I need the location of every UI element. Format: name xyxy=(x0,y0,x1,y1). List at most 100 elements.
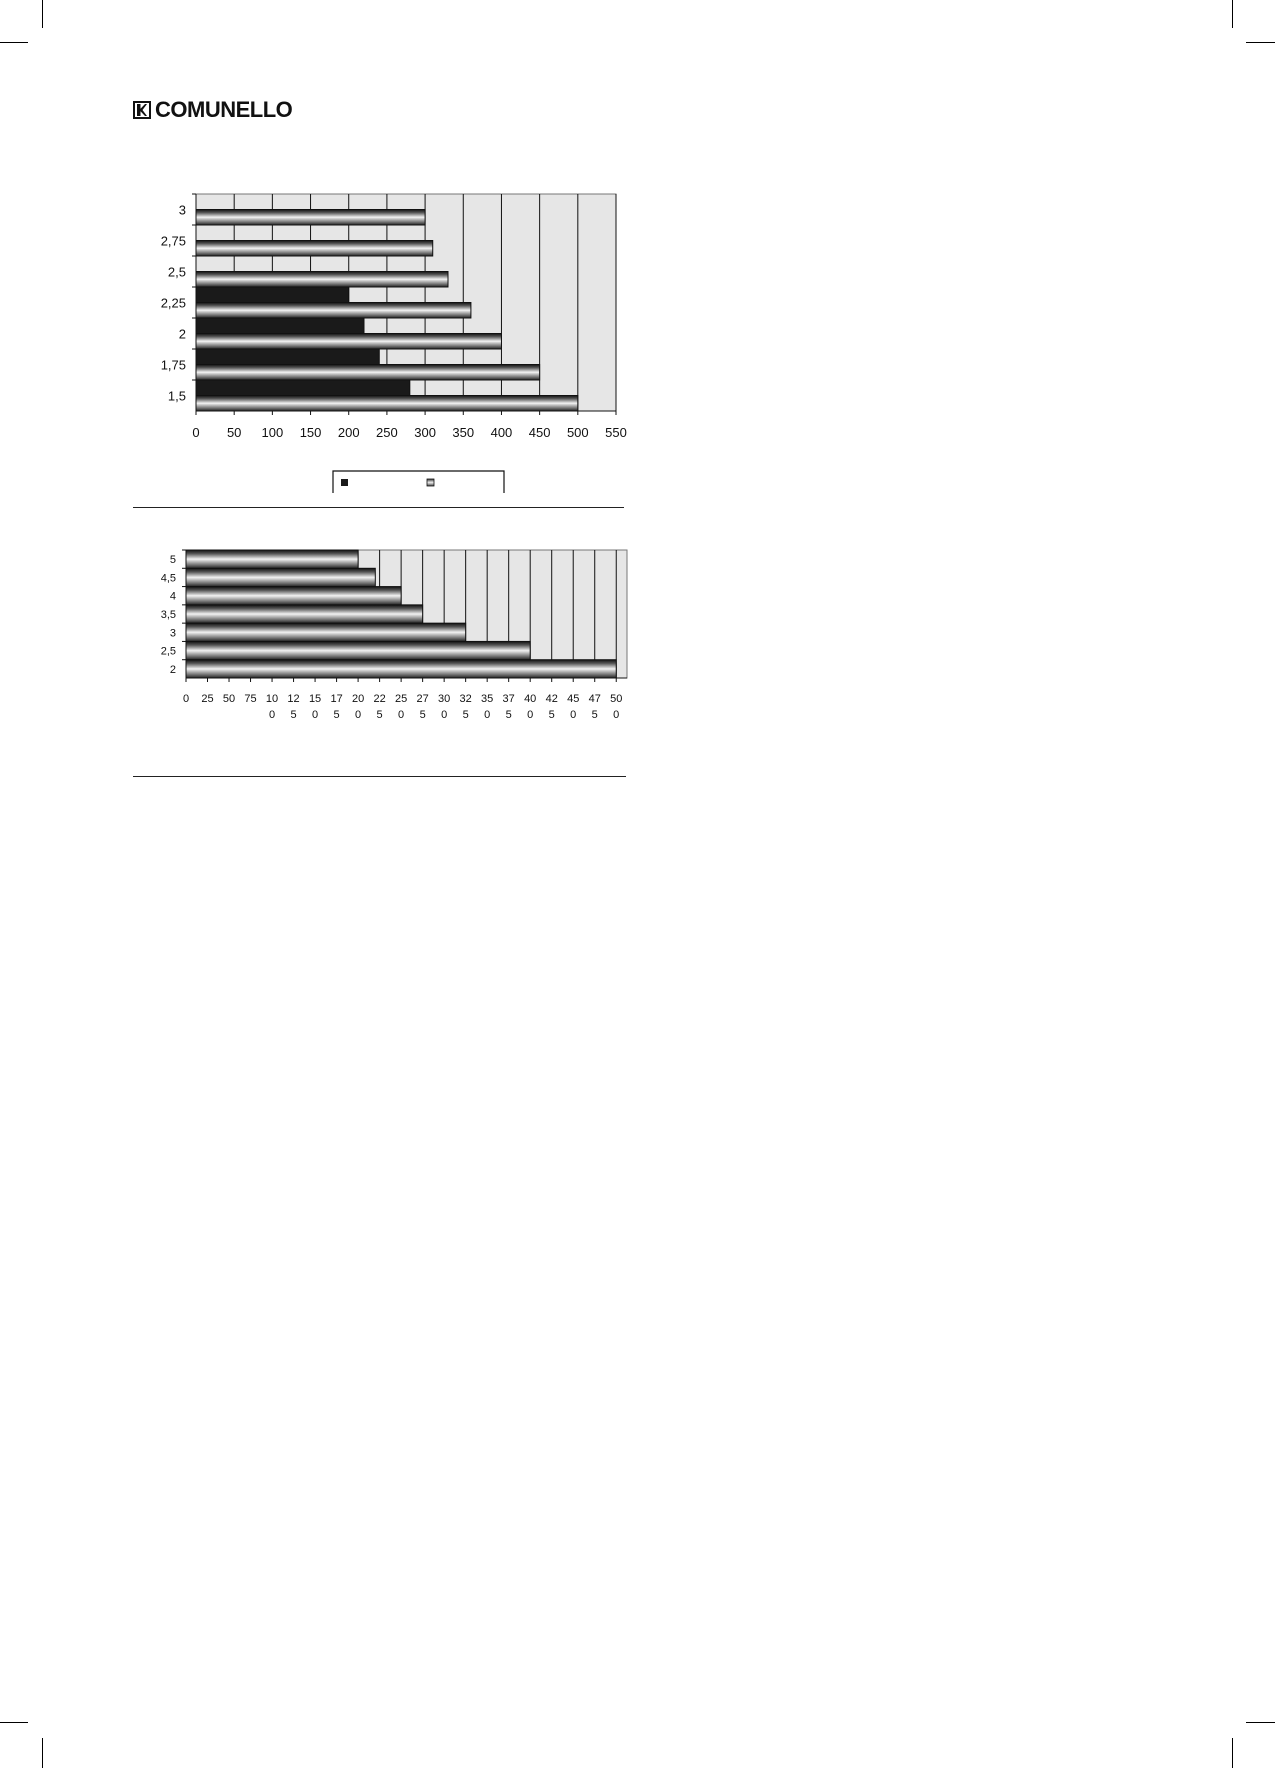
crop-mark xyxy=(1246,42,1275,43)
x-tick-label-line: 42 xyxy=(546,693,558,705)
x-tick-label-line: 40 xyxy=(524,693,536,705)
section-divider xyxy=(133,507,624,508)
bar xyxy=(195,286,350,303)
x-tick-label-line: 50 xyxy=(610,693,622,705)
charts-canvas: 0 50 100 150 200 250 300 350 400 450 500 5501,51,75… xyxy=(161,193,628,721)
bar xyxy=(195,302,472,319)
bar xyxy=(195,379,411,396)
x-tick-label: 50 xyxy=(223,693,235,705)
x-tick-label: 47 5 xyxy=(589,693,601,721)
x-tick-label: 0 xyxy=(192,425,199,440)
bar xyxy=(185,586,402,606)
logo-text: COMUNELLO xyxy=(155,97,293,122)
x-tick-label-line: 0 xyxy=(355,709,361,721)
legend-swatch-gradient xyxy=(426,478,435,487)
x-tick-label-line: 0 xyxy=(484,709,490,721)
x-tick-label-line: 10 xyxy=(266,693,278,705)
bar xyxy=(195,395,579,412)
y-tick-label: 3,5 xyxy=(161,609,176,621)
y-tick-label: 3 xyxy=(170,627,176,639)
x-tick-label-line: 5 xyxy=(463,709,469,721)
bar xyxy=(185,567,376,588)
x-tick-label-line: 30 xyxy=(438,693,450,705)
x-tick-label: 0 xyxy=(183,693,189,705)
crop-mark xyxy=(42,1738,43,1768)
bar xyxy=(185,622,467,642)
x-tick-label: 300 xyxy=(414,425,436,440)
bar xyxy=(195,364,541,381)
x-tick-label-line: 0 xyxy=(570,709,576,721)
crop-mark xyxy=(0,1722,28,1723)
crop-mark xyxy=(42,0,43,28)
x-tick-label-line: 5 xyxy=(592,709,598,721)
x-tick-label: 22 5 xyxy=(373,693,385,721)
y-tick-label: 1,75 xyxy=(161,358,186,373)
chart-2: 0 25 50 75 10 012 515 017 520 022 525 027 530 032 535 0… xyxy=(161,549,628,721)
y-tick-label: 1,5 xyxy=(168,389,186,404)
bar xyxy=(185,640,531,661)
x-tick-label-line: 5 xyxy=(377,709,383,721)
crop-mark xyxy=(1246,1722,1275,1723)
x-tick-label-line: 20 xyxy=(352,693,364,705)
bar xyxy=(195,209,426,226)
x-tick-label-line: 0 xyxy=(441,709,447,721)
x-tick-label: 550 xyxy=(605,425,627,440)
x-tick-label-line: 0 xyxy=(269,709,275,721)
crop-mark xyxy=(1232,0,1233,28)
y-tick-label: 2,25 xyxy=(161,296,186,311)
logo-mark-icon xyxy=(133,101,151,119)
section-divider xyxy=(133,776,626,777)
bar xyxy=(195,271,449,288)
y-tick-label: 4 xyxy=(170,591,176,603)
bar xyxy=(195,240,434,257)
chart-1: 0 50 100 150 200 250 300 350 400 450 500 550 1,5 1,75… xyxy=(161,193,627,440)
comunello-logo: COMUNELLO xyxy=(133,97,293,122)
chart-1-legend xyxy=(332,470,505,493)
bar xyxy=(195,348,380,365)
x-tick-label-line: 32 xyxy=(460,693,472,705)
x-tick-label-line: 0 xyxy=(398,709,404,721)
bar xyxy=(185,659,617,679)
legend-swatch-solid xyxy=(341,479,348,486)
x-tick-label: 32 5 xyxy=(460,693,472,721)
x-tick-label-line: 0 xyxy=(527,709,533,721)
x-tick-label: 350 xyxy=(452,425,474,440)
x-tick-label: 17 5 xyxy=(330,693,342,721)
x-tick-label: 200 xyxy=(338,425,360,440)
x-tick-label: 100 xyxy=(262,425,284,440)
x-tick-label-line: 12 xyxy=(287,693,299,705)
x-tick-label: 42 5 xyxy=(546,693,558,721)
x-tick-label: 25 xyxy=(201,693,213,705)
x-tick-label-line: 47 xyxy=(589,693,601,705)
x-tick-label: 400 xyxy=(491,425,513,440)
x-tick-label-line: 15 xyxy=(309,693,321,705)
y-tick-label: 4,5 xyxy=(161,572,176,584)
bar xyxy=(195,317,365,334)
bar xyxy=(195,333,502,350)
y-tick-label: 3 xyxy=(179,203,186,218)
x-tick-label-line: 45 xyxy=(567,693,579,705)
x-tick-label-line: 5 xyxy=(334,709,340,721)
crop-mark xyxy=(1232,1738,1233,1768)
y-tick-label: 5 xyxy=(170,554,176,566)
y-tick-label: 2 xyxy=(170,664,176,676)
x-tick-label-line: 37 xyxy=(503,693,515,705)
x-tick-label-line: 5 xyxy=(549,709,555,721)
x-tick-label-line: 25 xyxy=(395,693,407,705)
x-tick-label-line: 5 xyxy=(420,709,426,721)
x-tick-label: 12 5 xyxy=(287,693,299,721)
crop-mark xyxy=(0,42,28,43)
bar xyxy=(185,549,359,569)
x-tick-label: 250 xyxy=(376,425,398,440)
x-tick-label: 75 xyxy=(244,693,256,705)
x-tick-label: 27 5 xyxy=(417,693,429,721)
x-tick-label-line: 17 xyxy=(330,693,342,705)
x-tick-label-line: 0 xyxy=(312,709,318,721)
x-tick-label: 50 xyxy=(227,425,241,440)
